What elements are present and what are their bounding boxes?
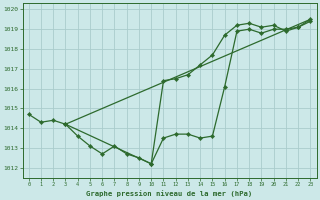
X-axis label: Graphe pression niveau de la mer (hPa): Graphe pression niveau de la mer (hPa)	[86, 190, 253, 197]
